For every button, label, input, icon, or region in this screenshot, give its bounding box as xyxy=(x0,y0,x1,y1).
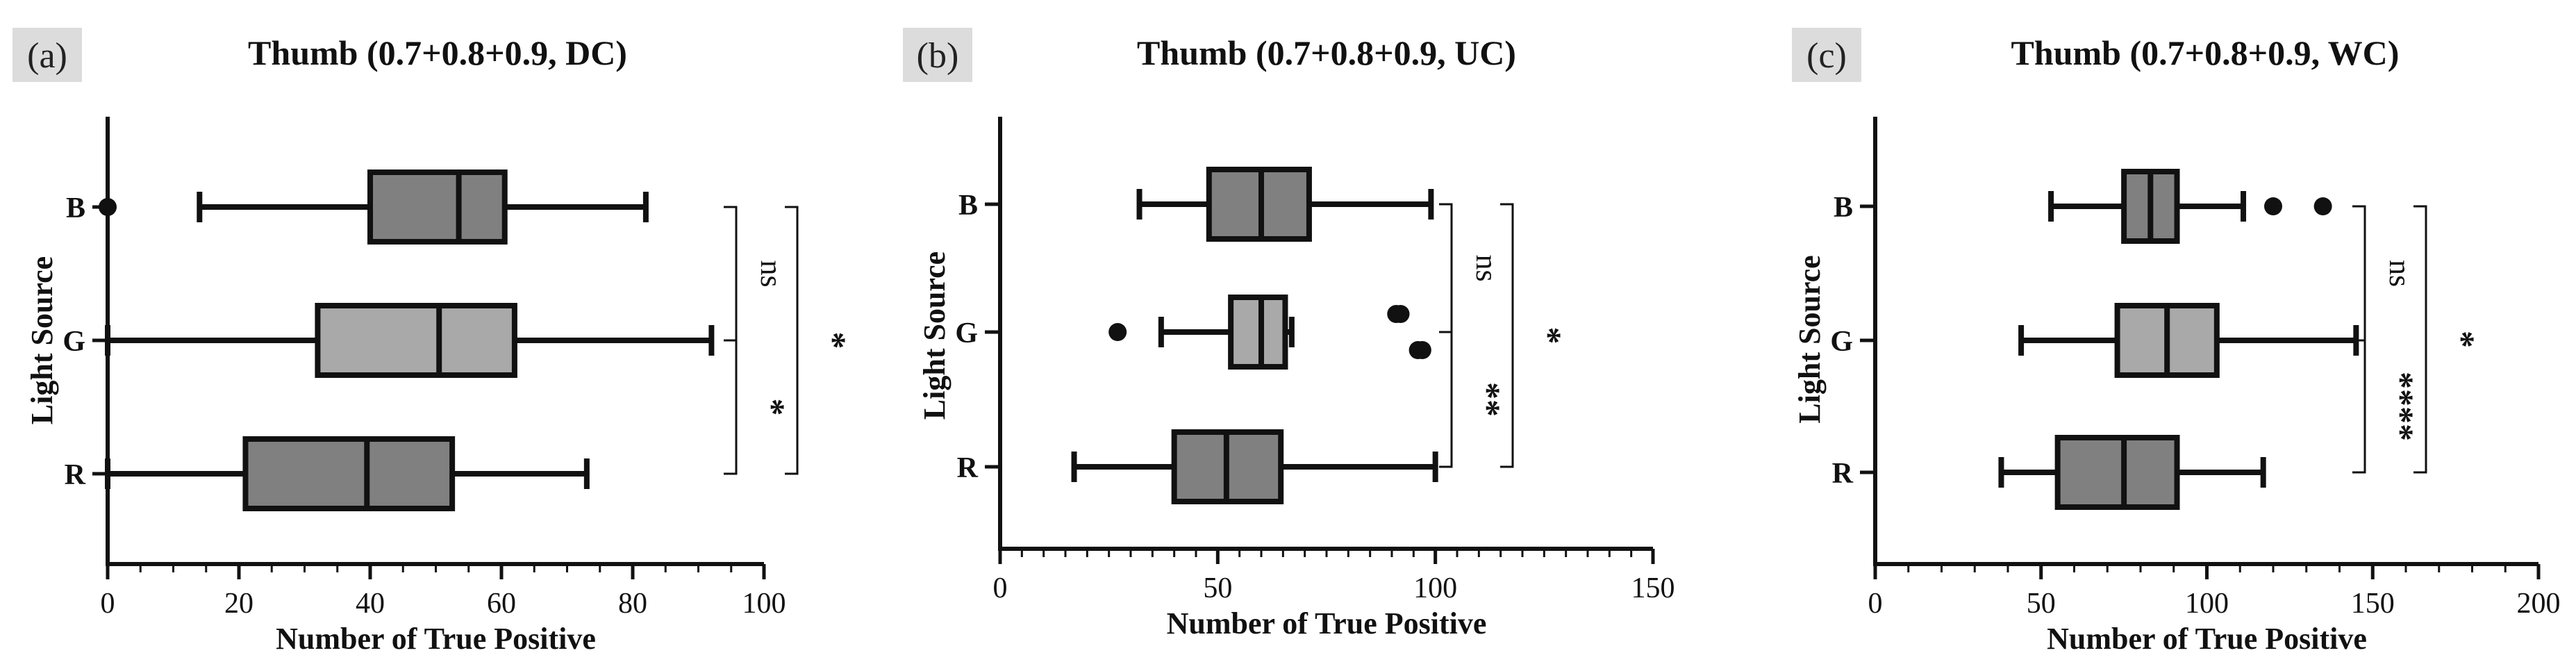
x-tick-label: 200 xyxy=(2517,588,2561,620)
significance-bracket xyxy=(1500,203,1514,468)
y-axis-title: Light Source xyxy=(1793,255,1827,423)
significance-G-R: **** xyxy=(2352,339,2421,474)
x-tick-label: 50 xyxy=(2027,588,2056,620)
box-iqr xyxy=(242,436,456,511)
significance-bracket xyxy=(785,206,799,475)
y-category-label: R xyxy=(65,459,86,491)
box-G xyxy=(2018,303,2359,378)
significance-label: * xyxy=(1530,327,1569,345)
significance-bracket xyxy=(724,339,738,475)
y-category-label: B xyxy=(1834,192,1853,224)
significance-label: ns xyxy=(1470,254,1504,281)
y-category-label: G xyxy=(63,326,85,358)
x-tick-label: 50 xyxy=(1203,572,1232,604)
y-category-label: G xyxy=(1830,326,1853,358)
chart-title: Thumb (0.7+0.8+0.9, WC) xyxy=(2011,33,2400,72)
x-tick-label: 100 xyxy=(742,588,786,620)
x-tick-label: 100 xyxy=(1413,572,1457,604)
x-axis-title: Number of True Positive xyxy=(276,622,596,656)
significance-label: ns xyxy=(754,260,788,287)
panel-label-background xyxy=(903,28,972,82)
significance-label: **** xyxy=(2382,372,2421,441)
x-tick-label: 0 xyxy=(101,588,115,620)
significance-B-G: ns xyxy=(2352,205,2417,342)
x-tick-label: 40 xyxy=(356,588,385,620)
outlier-point xyxy=(2313,197,2332,215)
panel-b: (b) Thumb (0.7+0.8+0.9, UC) 0 50 100 150 Numbe… xyxy=(903,28,1675,640)
panel-label: (a) xyxy=(27,36,67,76)
box-R xyxy=(1071,429,1438,504)
significance-B-R: * xyxy=(1500,203,1569,468)
x-tick-label: 0 xyxy=(993,572,1008,604)
panel-a: (a) Thumb (0.7+0.8+0.9, DC) 0 20 40 60 80 100 Nu… xyxy=(13,28,854,656)
outlier-point xyxy=(2264,197,2282,215)
y-axis-title: Light Source xyxy=(25,256,59,424)
x-tick-label: 60 xyxy=(487,588,516,620)
chart-title: Thumb (0.7+0.8+0.9, UC) xyxy=(1137,33,1516,72)
significance-B-G: ns xyxy=(1439,203,1504,333)
x-tick-label: 100 xyxy=(2185,588,2229,620)
outlier-point xyxy=(1108,323,1127,341)
y-category-label: B xyxy=(66,192,85,224)
y-category-label: B xyxy=(958,190,978,222)
box-R xyxy=(105,436,590,511)
significance-bracket xyxy=(2413,205,2427,474)
panel-label-background xyxy=(13,28,82,82)
significance-label: * xyxy=(2443,331,2482,348)
y-category-label: R xyxy=(1832,458,1854,490)
box-B xyxy=(2048,169,2332,244)
box-iqr xyxy=(315,303,517,378)
significance-bracket xyxy=(1439,203,1453,333)
significance-bracket xyxy=(2352,339,2366,474)
significance-B-G: ns xyxy=(724,206,788,342)
box-B xyxy=(99,169,649,245)
panel-label-background xyxy=(1792,28,1861,82)
box-G xyxy=(1108,295,1431,370)
box-R xyxy=(1998,435,2266,510)
y-category-label: R xyxy=(957,452,979,484)
box-iqr xyxy=(1228,295,1288,370)
x-tick-label: 80 xyxy=(618,588,647,620)
x-tick-label: 0 xyxy=(1868,588,1883,620)
y-axis-title: Light Source xyxy=(917,251,952,420)
box-B xyxy=(1136,167,1434,242)
x-tick-label: 20 xyxy=(224,588,254,620)
outlier-point xyxy=(99,198,117,216)
significance-bracket xyxy=(724,206,738,342)
box-G xyxy=(105,303,715,378)
significance-G-R: ** xyxy=(1439,331,1508,468)
significance-bracket xyxy=(2352,205,2366,342)
x-tick-label: 150 xyxy=(1631,572,1675,604)
significance-B-R: * xyxy=(785,206,854,475)
significance-label: ns xyxy=(2383,260,2417,287)
panel-label: (b) xyxy=(917,36,959,76)
panel-label: (c) xyxy=(1806,36,1847,76)
x-axis-title: Number of True Positive xyxy=(1167,606,1487,640)
significance-G-R: * xyxy=(724,339,792,475)
box-iqr xyxy=(2054,435,2180,510)
panel-c: (c) Thumb (0.7+0.8+0.9, WC) 0 50 100 150 200 Nu… xyxy=(1792,28,2561,656)
outlier-point xyxy=(1391,305,1410,323)
significance-B-R: * xyxy=(2413,205,2482,474)
significance-label: * xyxy=(815,332,854,349)
x-axis-title: Number of True Positive xyxy=(2047,622,2367,656)
significance-bracket xyxy=(1439,331,1453,468)
outlier-point xyxy=(1413,341,1431,359)
x-tick-label: 150 xyxy=(2351,588,2395,620)
box-iqr xyxy=(367,169,508,245)
significance-label: * xyxy=(754,399,792,416)
significance-label: ** xyxy=(1469,382,1508,417)
chart-title: Thumb (0.7+0.8+0.9, DC) xyxy=(248,33,627,72)
y-category-label: G xyxy=(955,317,978,349)
